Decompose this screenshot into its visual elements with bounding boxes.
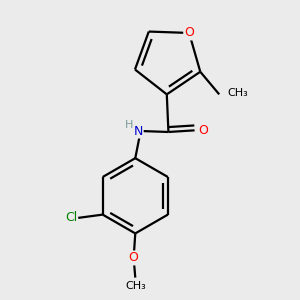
Text: O: O bbox=[129, 251, 139, 265]
Text: O: O bbox=[184, 26, 194, 40]
Text: O: O bbox=[198, 124, 208, 137]
Text: H: H bbox=[125, 120, 134, 130]
Text: N: N bbox=[133, 124, 143, 137]
Text: Cl: Cl bbox=[65, 212, 77, 224]
Text: CH₃: CH₃ bbox=[125, 281, 146, 291]
Text: CH₃: CH₃ bbox=[227, 88, 248, 98]
